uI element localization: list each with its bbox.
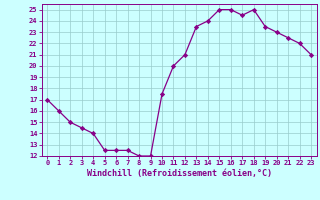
X-axis label: Windchill (Refroidissement éolien,°C): Windchill (Refroidissement éolien,°C) (87, 169, 272, 178)
